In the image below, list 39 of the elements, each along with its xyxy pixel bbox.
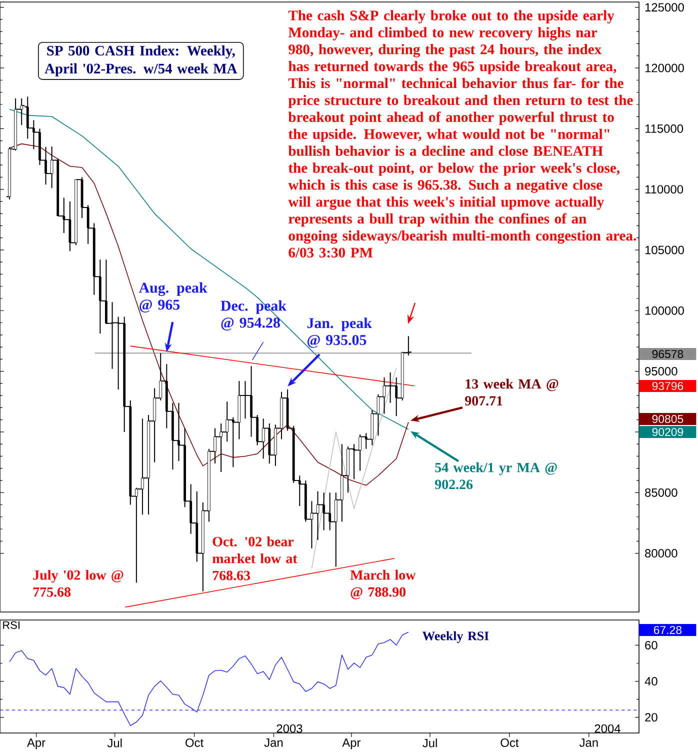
x-tick-label: Apr [342,738,361,750]
y-tick-label: 85000 [645,488,678,497]
y-tick-label: 40 [644,677,658,686]
text: 90209 [652,428,684,436]
text: 93796 [652,382,684,390]
chart-title: RSI [3,621,20,629]
annotation: Aug. peak @ 965 [138,282,208,312]
x-tick-label: Apr [26,738,46,750]
y-tick-label: 115000 [645,124,684,133]
y-tick-label: 80000 [645,549,678,558]
text: The cash S&P clearly broke out to the upside early Monday- and climbed to new recovery highs nar 980, however, during the past 24 hours, the index has returned towards the 965 upside breakout area, This is "normal" technical behavior thus far- for the price structure to breakout and then return to test the breakout point ahead of another powerful thrust to the upside. However, what would not be "normal" bullish behavior is a decline and close BENEATH the break-out point, or below the prior week's close, which is this case is 965.38. Such a negative close will argue that this week's initial upmove actually represents a bull trap within the confines of an ongoing sideways/bearish multi-month congestion area. 6/03 3:30 PM [288,10,636,258]
y-tick-label: 120000 [645,64,684,72]
annotation: March low @ 788.90 [350,570,416,600]
x-tick-label: Jul [422,738,437,748]
x-tick-label: Jan [579,738,598,747]
annotation: Weekly RSI [422,631,489,643]
annotation: 2003 [276,724,302,733]
text: 90805 [652,414,684,424]
y-tick-label: 100000 [645,306,684,315]
x-tick-label: Oct [186,738,204,747]
text: SP 500 CASH Index: Weekly, April '02-Pres. w/54 week MA [44,45,238,76]
annotation: Jan. peak @ 935.05 [307,318,372,348]
line-series [311,367,397,569]
y-tick-label: 105000 [645,246,684,254]
annotation: Oct. '02 bear market low at 768.63 [212,536,298,580]
annotation: 54 week/1 yr MA @ 902.26 [435,462,557,490]
y-tick-label: 110000 [645,185,684,194]
y-tick-label: 95000 [645,367,678,376]
text: 67.28 [654,626,682,634]
x-tick-label: Jan [264,738,283,747]
y-tick-label: 125000 [645,3,684,12]
x-tick-label: Jul [107,738,122,748]
annotation: 13 week MA @ 907.71 [465,378,558,406]
y-tick-label: 20 [645,713,658,722]
annotation: July '02 low @ 775.68 [33,570,124,597]
annotation: 2004 [594,724,620,733]
x-tick-label: Oct [500,738,519,747]
y-tick-label: 60 [645,641,658,650]
text: 96578 [652,350,684,358]
